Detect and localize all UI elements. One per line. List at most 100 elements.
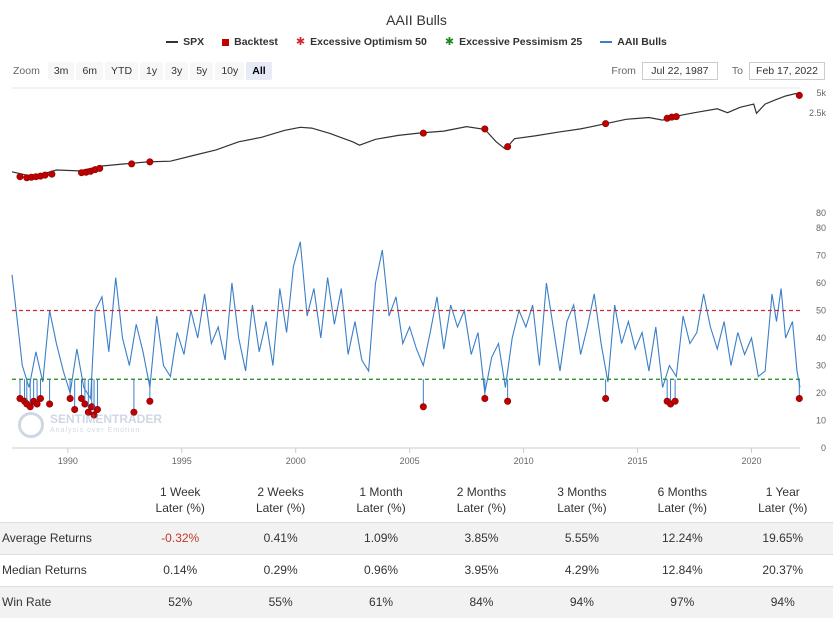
table-row: Win Rate 52% 55% 61% 84% 94% 97% 94%	[0, 585, 833, 618]
backtest-marker	[36, 394, 44, 402]
row-label-median: Median Returns	[0, 553, 130, 586]
x-tick-label: 1995	[172, 456, 192, 466]
header-line2: Later (%)	[356, 500, 406, 515]
zoom-6m-button[interactable]: 6m	[76, 62, 104, 80]
header-line1: 6 Months	[657, 484, 707, 499]
header-line2: Later (%)	[255, 500, 306, 515]
spx-series-line	[11, 92, 801, 178]
backtest-marker	[795, 91, 803, 99]
y-tick-label: 80	[816, 208, 826, 218]
backtest-marker	[795, 394, 803, 402]
header-line2: Later (%)	[657, 500, 707, 515]
chart-svg: 5k 2.5k 80 0 10 20 30 40 50 60 70 80 1990 1995 2000 200…	[11, 87, 826, 466]
backtest-marker	[41, 171, 49, 179]
backtest-marker	[146, 158, 154, 166]
legend-optimism-label: Excessive Optimism 50	[310, 36, 427, 48]
backtest-marker	[672, 113, 680, 121]
logo-icon	[18, 412, 44, 438]
y-tick-label: 10	[816, 416, 826, 426]
legend-item-excessive-pessimism[interactable]: ✱ Excessive Pessimism 25	[445, 36, 582, 48]
to-date-input[interactable]	[749, 62, 825, 80]
backtest-marker	[71, 405, 79, 413]
header-line1: 3 Months	[557, 484, 607, 499]
y-tick-label: 40	[816, 333, 826, 343]
backtest-marker	[481, 125, 489, 133]
table-cell: 20.37%	[732, 553, 833, 586]
y-tick-label: 50	[816, 306, 826, 316]
legend-backtest-swatch	[222, 38, 230, 46]
table-cell: 3.95%	[431, 553, 532, 586]
logo-tagline: Analysis over Emotion	[50, 427, 141, 434]
legend-item-spx[interactable]: SPX	[166, 36, 204, 48]
table-cell: 12.84%	[632, 553, 733, 586]
to-label: To	[731, 65, 743, 77]
backtest-marker	[84, 408, 92, 416]
backtest-marker	[602, 394, 610, 402]
backtest-marker	[93, 405, 101, 413]
zoom-3y-button[interactable]: 3y	[165, 62, 189, 80]
legend-item-backtest[interactable]: Backtest	[222, 36, 278, 48]
backtest-marker	[504, 397, 512, 405]
backtest-marker	[16, 173, 24, 181]
star-icon: ✱	[444, 36, 455, 48]
stats-header-3m: 3 Months Later (%)	[532, 478, 632, 522]
table-row: Average Returns -0.32% 0.41% 1.09% 3.85%…	[0, 521, 833, 554]
zoom-all-button[interactable]: All	[246, 62, 272, 80]
x-tick-label: 2010	[514, 456, 534, 466]
table-row: Median Returns 0.14% 0.29% 0.96% 3.95% 4…	[0, 553, 833, 586]
y-tick-label: 0	[821, 443, 826, 453]
date-range: From To	[611, 62, 825, 80]
y-tick-label: 70	[816, 251, 826, 261]
legend-pessimism-label: Excessive Pessimism 25	[459, 36, 583, 48]
backtest-marker	[96, 164, 104, 172]
header-line2: Later (%)	[758, 500, 808, 515]
y-tick-label: 60	[816, 278, 826, 288]
zoom-1y-button[interactable]: 1y	[140, 62, 164, 80]
backtest-marker	[33, 400, 41, 408]
header-line2: Later (%)	[155, 500, 205, 515]
legend-backtest-label: Backtest	[234, 36, 278, 48]
header-line1: 1 Year	[765, 484, 800, 499]
stats-header-2m: 2 Months Later (%)	[431, 478, 531, 522]
table-cell: -0.32%	[130, 521, 231, 554]
backtest-marker	[419, 403, 427, 411]
header-line2: Later (%)	[456, 500, 507, 515]
y-tick-label: 5k	[816, 88, 826, 98]
backtest-marker	[26, 403, 34, 411]
zoom-label: Zoom	[13, 65, 40, 77]
table-cell: 19.65%	[732, 521, 833, 554]
x-tick-label: 2020	[741, 456, 761, 466]
backtest-marker	[671, 397, 679, 405]
header-line1: 2 Weeks	[257, 484, 304, 499]
zoom-5y-button[interactable]: 5y	[190, 62, 214, 80]
table-cell: 3.85%	[431, 521, 532, 554]
stats-header-1y: 1 Year Later (%)	[733, 478, 833, 522]
legend-item-aaii-bulls[interactable]: AAII Bulls	[600, 36, 667, 48]
backtest-marker	[504, 143, 512, 151]
backtest-marker	[46, 400, 54, 408]
y-tick-label: 30	[816, 361, 826, 371]
x-tick-label: 2015	[628, 456, 648, 466]
legend-aaii-label: AAII Bulls	[617, 36, 667, 48]
zoom-bar: Zoom 3m 6m YTD 1y 3y 5y 10y All	[13, 62, 272, 80]
backtest-marker	[48, 170, 56, 178]
aaii-bulls-series-line	[11, 241, 801, 401]
table-cell: 12.24%	[632, 521, 733, 554]
from-label: From	[611, 65, 636, 77]
header-line2: Later (%)	[557, 500, 607, 515]
table-cell: 4.29%	[531, 553, 633, 586]
star-icon: ✱	[295, 36, 306, 48]
header-line1: 1 Week	[159, 484, 201, 499]
table-cell: 61%	[330, 585, 432, 618]
backtest-marker	[130, 408, 138, 416]
chart-title: AAII Bulls	[386, 12, 447, 28]
stats-header-6m: 6 Months Later (%)	[632, 478, 732, 522]
backtest-marker	[81, 400, 89, 408]
zoom-ytd-button[interactable]: YTD	[105, 62, 139, 80]
from-date-input[interactable]	[641, 62, 718, 80]
x-tick-label: 2005	[400, 456, 420, 466]
zoom-3m-button[interactable]: 3m	[47, 62, 75, 80]
legend-item-excessive-optimism[interactable]: ✱ Excessive Optimism 50	[296, 36, 427, 48]
zoom-10y-button[interactable]: 10y	[215, 62, 245, 80]
table-cell: 0.29%	[230, 553, 331, 586]
